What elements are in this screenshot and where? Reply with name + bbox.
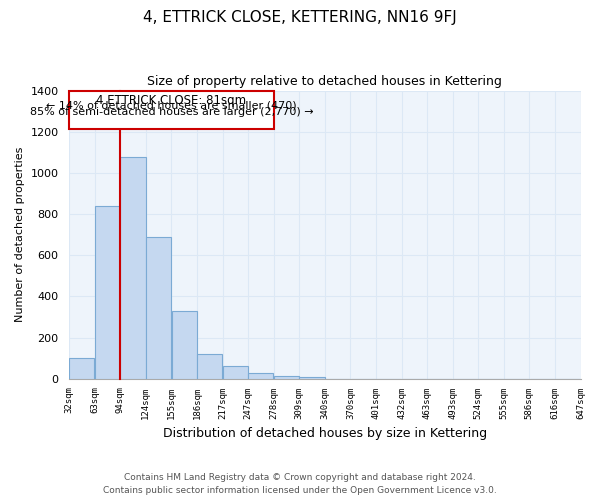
X-axis label: Distribution of detached houses by size in Kettering: Distribution of detached houses by size … [163,427,487,440]
Y-axis label: Number of detached properties: Number of detached properties [15,147,25,322]
Bar [146,236,171,379]
Text: Contains HM Land Registry data © Crown copyright and database right 2024.
Contai: Contains HM Land Registry data © Crown c… [103,473,497,495]
Title: Size of property relative to detached houses in Kettering: Size of property relative to detached ho… [148,75,502,88]
Bar [248,372,274,379]
Text: ← 14% of detached houses are smaller (470): ← 14% of detached houses are smaller (47… [46,101,296,111]
Bar [299,377,325,379]
Bar [197,354,223,379]
Text: 4, ETTRICK CLOSE, KETTERING, NN16 9FJ: 4, ETTRICK CLOSE, KETTERING, NN16 9FJ [143,10,457,25]
Text: 4 ETTRICK CLOSE: 81sqm: 4 ETTRICK CLOSE: 81sqm [97,94,247,108]
Bar [223,366,248,379]
Bar [274,376,299,379]
Text: 85% of semi-detached houses are larger (2,770) →: 85% of semi-detached houses are larger (… [29,107,313,117]
Bar [172,311,197,379]
Bar [69,90,274,128]
Bar [121,158,146,379]
Bar [95,206,120,379]
Bar [70,358,94,379]
